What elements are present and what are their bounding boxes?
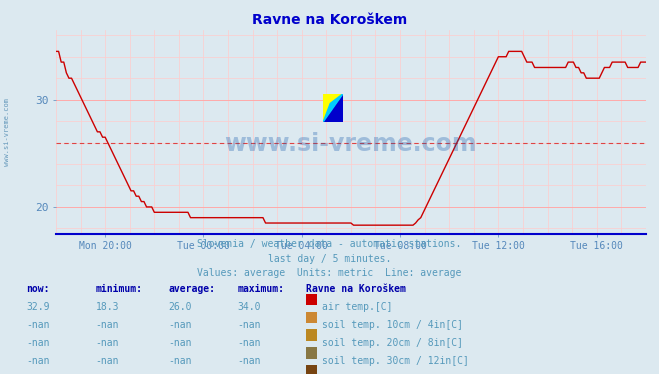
Text: Ravne na Koroškem: Ravne na Koroškem — [252, 13, 407, 27]
Polygon shape — [324, 94, 343, 122]
Text: minimum:: minimum: — [96, 284, 142, 294]
Text: 18.3: 18.3 — [96, 302, 119, 312]
Text: -nan: -nan — [26, 356, 50, 366]
Text: -nan: -nan — [96, 356, 119, 366]
Text: average:: average: — [168, 284, 215, 294]
Text: soil temp. 30cm / 12in[C]: soil temp. 30cm / 12in[C] — [322, 356, 469, 366]
Text: 32.9: 32.9 — [26, 302, 50, 312]
Text: Ravne na Koroškem: Ravne na Koroškem — [306, 284, 407, 294]
Text: 26.0: 26.0 — [168, 302, 192, 312]
Text: -nan: -nan — [237, 356, 261, 366]
Text: -nan: -nan — [26, 320, 50, 330]
Polygon shape — [324, 94, 343, 122]
Polygon shape — [324, 94, 343, 122]
Text: -nan: -nan — [237, 338, 261, 348]
Text: maximum:: maximum: — [237, 284, 284, 294]
Text: Values: average  Units: metric  Line: average: Values: average Units: metric Line: aver… — [197, 268, 462, 278]
Text: -nan: -nan — [96, 320, 119, 330]
Text: soil temp. 10cm / 4in[C]: soil temp. 10cm / 4in[C] — [322, 320, 463, 330]
Text: www.si-vreme.com: www.si-vreme.com — [3, 98, 10, 166]
Text: www.si-vreme.com: www.si-vreme.com — [225, 132, 477, 156]
Text: soil temp. 20cm / 8in[C]: soil temp. 20cm / 8in[C] — [322, 338, 463, 348]
Text: -nan: -nan — [26, 338, 50, 348]
Text: -nan: -nan — [168, 338, 192, 348]
Text: now:: now: — [26, 284, 50, 294]
Text: air temp.[C]: air temp.[C] — [322, 302, 393, 312]
Text: -nan: -nan — [237, 320, 261, 330]
Text: -nan: -nan — [96, 338, 119, 348]
Text: 34.0: 34.0 — [237, 302, 261, 312]
Text: last day / 5 minutes.: last day / 5 minutes. — [268, 254, 391, 264]
Text: -nan: -nan — [168, 320, 192, 330]
Text: -nan: -nan — [168, 356, 192, 366]
Text: Slovenia / weather data - automatic stations.: Slovenia / weather data - automatic stat… — [197, 239, 462, 249]
